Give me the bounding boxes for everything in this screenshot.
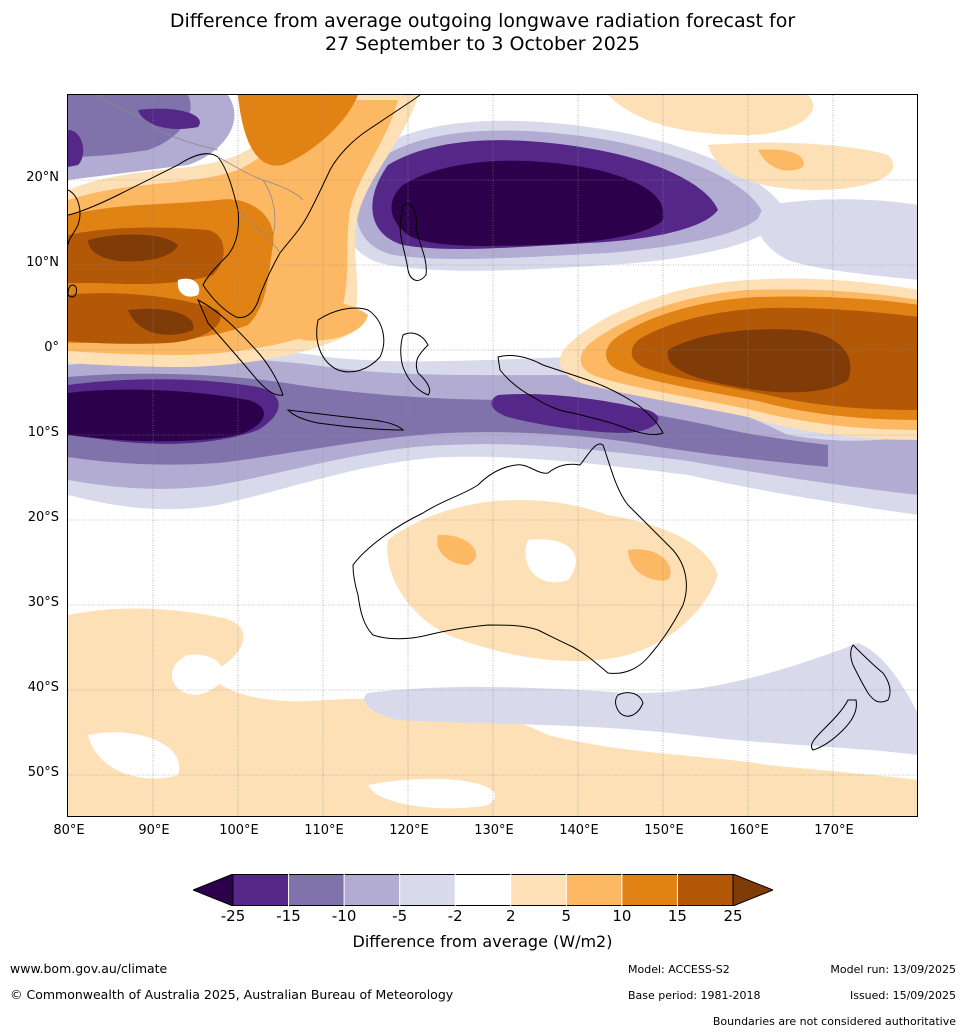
colorbar-swatch: [677, 874, 733, 906]
colorbar-swatch: [566, 874, 622, 906]
lon-label-160e: 160°E: [729, 823, 769, 838]
new-zealand-coastline: [810, 644, 891, 751]
coastlines: [68, 95, 891, 751]
title-line-2: 27 September to 3 October 2025: [325, 33, 640, 55]
colorbar-swatch: [399, 874, 456, 906]
colorbar-extend-high: [732, 874, 773, 906]
model-run-date: Model run: 13/09/2025: [830, 963, 956, 976]
colorbar-tick-label: -15: [276, 907, 301, 925]
sulawesi-coastline: [400, 332, 431, 396]
borneo-coastline: [316, 307, 385, 373]
anomaly-region-philippine-sea-core: [391, 160, 664, 246]
boundaries-note: Boundaries are not considered authoritat…: [712, 1015, 956, 1028]
lat-label-0: 0°: [44, 340, 59, 355]
philippines-coastline: [399, 203, 427, 281]
asia-mainland-coastline: [68, 95, 421, 319]
title-line-1: Difference from average outgoing longwav…: [169, 10, 796, 32]
website-link[interactable]: www.bom.gov.au/climate: [10, 961, 168, 976]
lon-label-120e: 120°E: [389, 823, 429, 838]
lat-label-10s: 10°S: [27, 425, 59, 440]
map-canvas: [68, 95, 917, 816]
colorbar-swatch: [288, 874, 345, 906]
lat-label-10n: 10°N: [26, 255, 59, 270]
lat-label-30s: 30°S: [27, 595, 59, 610]
colorbar-tick-label: -2: [447, 907, 463, 925]
colorbar-tick-label: 5: [561, 907, 572, 925]
olr-anomaly-map: [67, 94, 918, 817]
colorbar-tick-label: 25: [723, 907, 743, 925]
copyright-text: © Commonwealth of Australia 2025, Austra…: [10, 987, 454, 1002]
chart-title: Difference from average outgoing longwav…: [0, 10, 965, 56]
lat-label-20s: 20°S: [27, 510, 59, 525]
gridlines: [68, 95, 917, 816]
colorbar-tick-label: -10: [331, 907, 357, 925]
model-name: Model: ACCESS-S2: [628, 963, 730, 976]
lat-label-20n: 20°N: [26, 170, 59, 185]
colorbar-label: Difference from average (W/m2): [352, 932, 613, 951]
lat-label-50s: 50°S: [27, 765, 59, 780]
colorbar-tick-label: 10: [612, 907, 632, 925]
lon-label-100e: 100°E: [219, 823, 259, 838]
colorbar-swatch: [233, 874, 289, 906]
anomaly-region-south-west-orange: [68, 608, 917, 816]
lon-label-80e: 80°E: [53, 823, 85, 838]
new-guinea-coastline: [497, 354, 664, 436]
sumatra-coastline: [196, 298, 284, 396]
colorbar: [193, 874, 773, 906]
australia-coastline: [352, 443, 687, 674]
lon-label-130e: 130°E: [474, 823, 514, 838]
base-period: Base period: 1981-2018: [628, 989, 761, 1002]
lon-label-90e: 90°E: [138, 823, 170, 838]
lon-label-170e: 170°E: [814, 823, 854, 838]
colorbar-tick-label: -5: [392, 907, 408, 925]
issued-date: Issued: 15/09/2025: [849, 989, 956, 1002]
java-coastline: [286, 409, 405, 431]
country-borders: [97, 95, 304, 254]
colorbar-swatch: [621, 874, 678, 906]
lat-label-40s: 40°S: [27, 680, 59, 695]
colorbar-tick-label: -25: [220, 907, 246, 925]
colorbar-tick-label: 15: [667, 907, 687, 925]
colorbar-swatch: [455, 874, 511, 906]
colorbar-extend-low: [193, 874, 234, 906]
tasmania-coastline: [615, 692, 644, 717]
lon-label-150e: 150°E: [644, 823, 684, 838]
lon-label-140e: 140°E: [559, 823, 599, 838]
colorbar-swatch: [510, 874, 567, 906]
lon-label-110e: 110°E: [304, 823, 344, 838]
colorbar-tick-label: 2: [505, 907, 516, 925]
colorbar-swatch: [344, 874, 400, 906]
